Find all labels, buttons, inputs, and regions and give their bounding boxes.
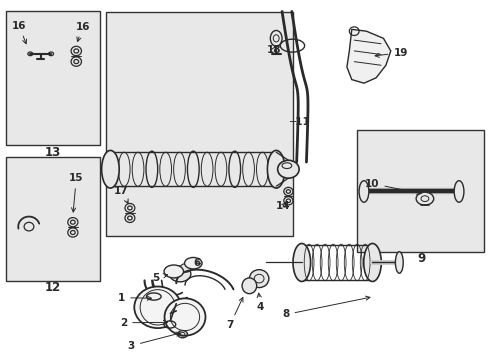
Text: 1: 1 <box>118 293 151 303</box>
Text: 2: 2 <box>120 318 167 328</box>
Polygon shape <box>346 30 390 83</box>
Ellipse shape <box>169 266 190 282</box>
Bar <box>105 12 293 235</box>
Ellipse shape <box>184 257 202 269</box>
Text: 9: 9 <box>416 252 424 265</box>
Text: 6: 6 <box>193 258 200 268</box>
Text: 5: 5 <box>152 273 167 283</box>
Ellipse shape <box>363 243 381 282</box>
Ellipse shape <box>453 181 463 202</box>
Ellipse shape <box>420 196 428 202</box>
Text: 10: 10 <box>364 179 420 195</box>
Ellipse shape <box>163 265 183 278</box>
Text: 16: 16 <box>75 22 90 41</box>
Text: ─11: ─11 <box>288 117 309 127</box>
Ellipse shape <box>358 181 368 202</box>
Text: 12: 12 <box>45 281 61 294</box>
Bar <box>356 130 484 252</box>
Text: 8: 8 <box>282 296 369 319</box>
Text: 15: 15 <box>69 173 83 212</box>
Ellipse shape <box>164 298 205 336</box>
Ellipse shape <box>395 252 403 273</box>
Text: 18: 18 <box>266 45 281 55</box>
Text: 14: 14 <box>276 201 290 211</box>
Text: 4: 4 <box>256 293 264 312</box>
Bar <box>5 12 100 145</box>
Ellipse shape <box>267 150 285 188</box>
Bar <box>5 157 100 281</box>
Ellipse shape <box>180 264 191 272</box>
Ellipse shape <box>242 278 256 294</box>
Ellipse shape <box>415 192 433 205</box>
Text: 19: 19 <box>374 48 407 58</box>
Ellipse shape <box>292 243 310 282</box>
Ellipse shape <box>277 160 299 178</box>
Text: 13: 13 <box>45 145 61 158</box>
Ellipse shape <box>134 287 181 328</box>
Text: 3: 3 <box>127 332 180 351</box>
Text: 17: 17 <box>114 186 129 203</box>
Text: 16: 16 <box>12 21 26 44</box>
Ellipse shape <box>102 150 119 188</box>
Ellipse shape <box>249 270 268 288</box>
Text: 7: 7 <box>226 297 243 330</box>
